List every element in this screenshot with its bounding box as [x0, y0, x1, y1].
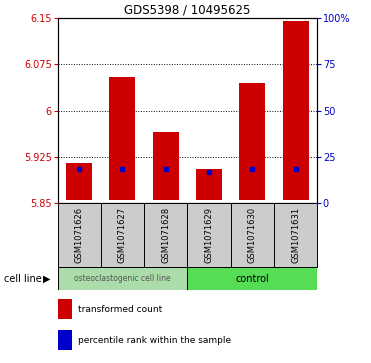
Text: cell line: cell line: [4, 274, 42, 284]
Text: GSM1071630: GSM1071630: [248, 207, 257, 263]
Text: GSM1071627: GSM1071627: [118, 207, 127, 263]
Text: transformed count: transformed count: [78, 305, 162, 314]
Bar: [187, 203, 231, 267]
Bar: [109, 77, 135, 200]
Bar: [144, 203, 187, 267]
Bar: [153, 132, 179, 200]
Bar: [66, 163, 92, 200]
Text: GSM1071626: GSM1071626: [75, 207, 83, 263]
Text: ▶: ▶: [43, 274, 50, 284]
Bar: [196, 170, 222, 200]
Bar: [101, 203, 144, 267]
Text: GSM1071631: GSM1071631: [291, 207, 300, 263]
Text: GSM1071628: GSM1071628: [161, 207, 170, 263]
Bar: [58, 267, 187, 290]
Text: percentile rank within the sample: percentile rank within the sample: [78, 336, 231, 345]
Bar: [58, 203, 101, 267]
Text: osteoclastogenic cell line: osteoclastogenic cell line: [74, 274, 171, 283]
Bar: [239, 83, 265, 200]
Title: GDS5398 / 10495625: GDS5398 / 10495625: [124, 4, 250, 17]
Text: control: control: [236, 274, 269, 284]
Bar: [283, 21, 309, 200]
Bar: [274, 203, 317, 267]
Text: GSM1071629: GSM1071629: [204, 207, 213, 263]
Bar: [231, 203, 274, 267]
Bar: [187, 267, 317, 290]
